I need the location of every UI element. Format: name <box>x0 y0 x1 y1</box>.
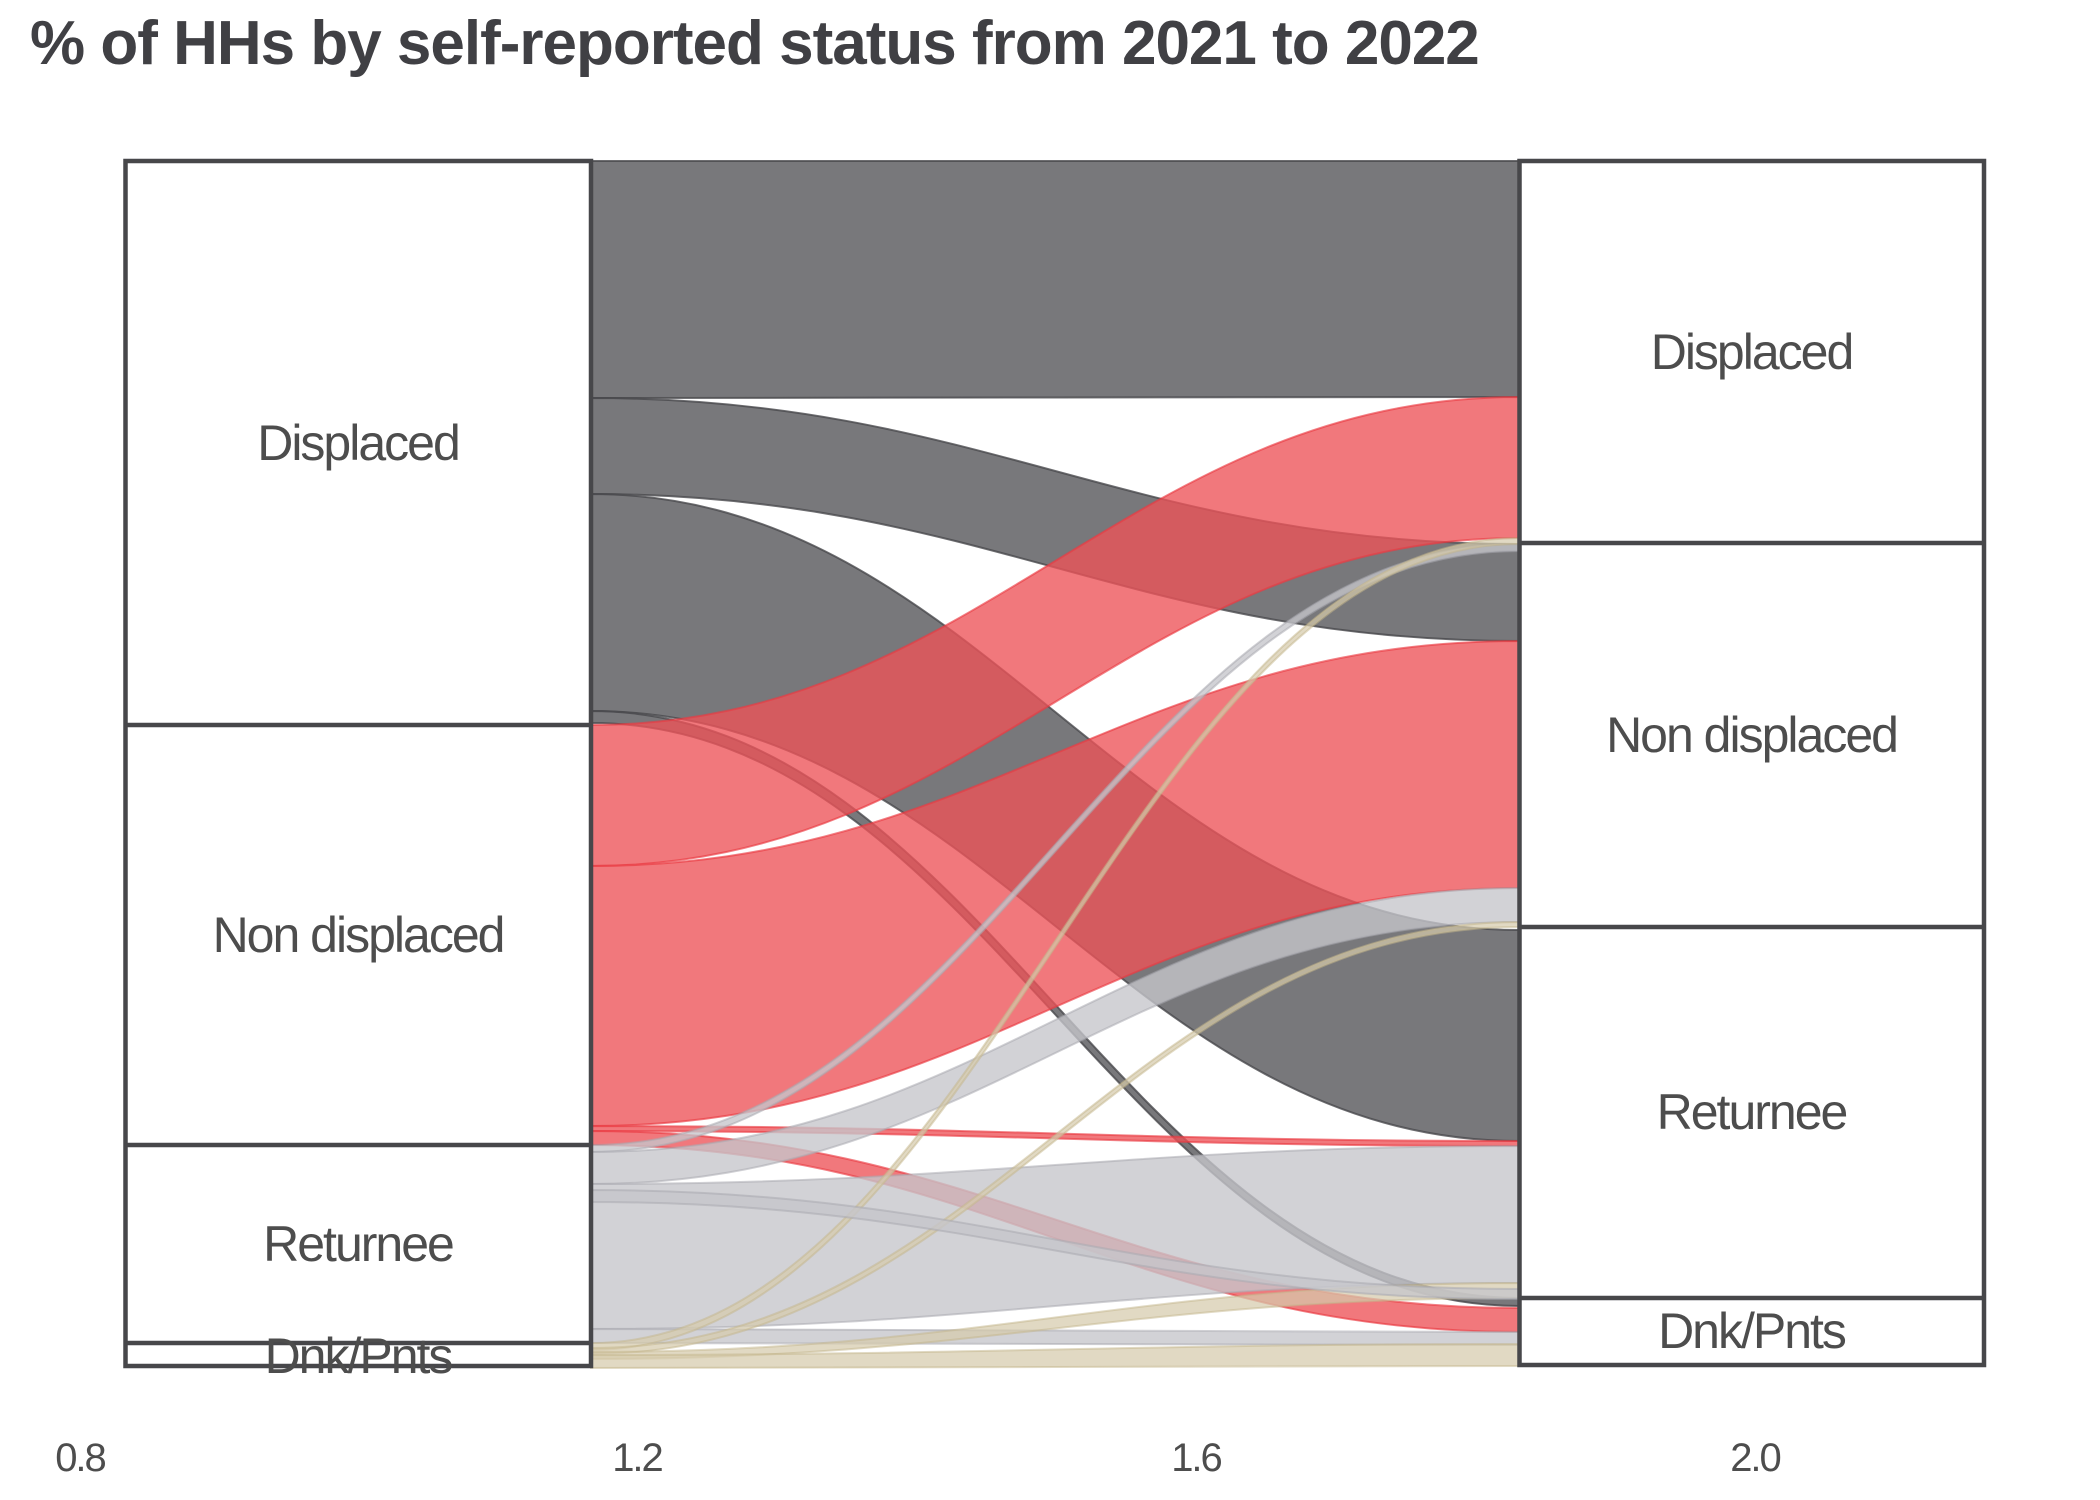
svg-text:Non displaced: Non displaced <box>1606 707 1897 763</box>
svg-text:0.8: 0.8 <box>55 1436 105 1480</box>
svg-text:2.0: 2.0 <box>1730 1436 1780 1480</box>
svg-text:Non displaced: Non displaced <box>213 907 504 963</box>
svg-text:Returnee: Returnee <box>263 1216 453 1272</box>
svg-text:% of HHs by self-reported stat: % of HHs by self-reported status from 20… <box>30 9 1479 78</box>
svg-text:1.6: 1.6 <box>1171 1436 1221 1480</box>
svg-text:1.2: 1.2 <box>612 1436 662 1480</box>
svg-text:Dnk/Pnts: Dnk/Pnts <box>1658 1303 1846 1359</box>
svg-text:Dnk/Pnts: Dnk/Pnts <box>265 1328 453 1384</box>
svg-text:Displaced: Displaced <box>1651 324 1853 380</box>
svg-text:Displaced: Displaced <box>257 415 459 471</box>
svg-text:Returnee: Returnee <box>1657 1084 1847 1140</box>
